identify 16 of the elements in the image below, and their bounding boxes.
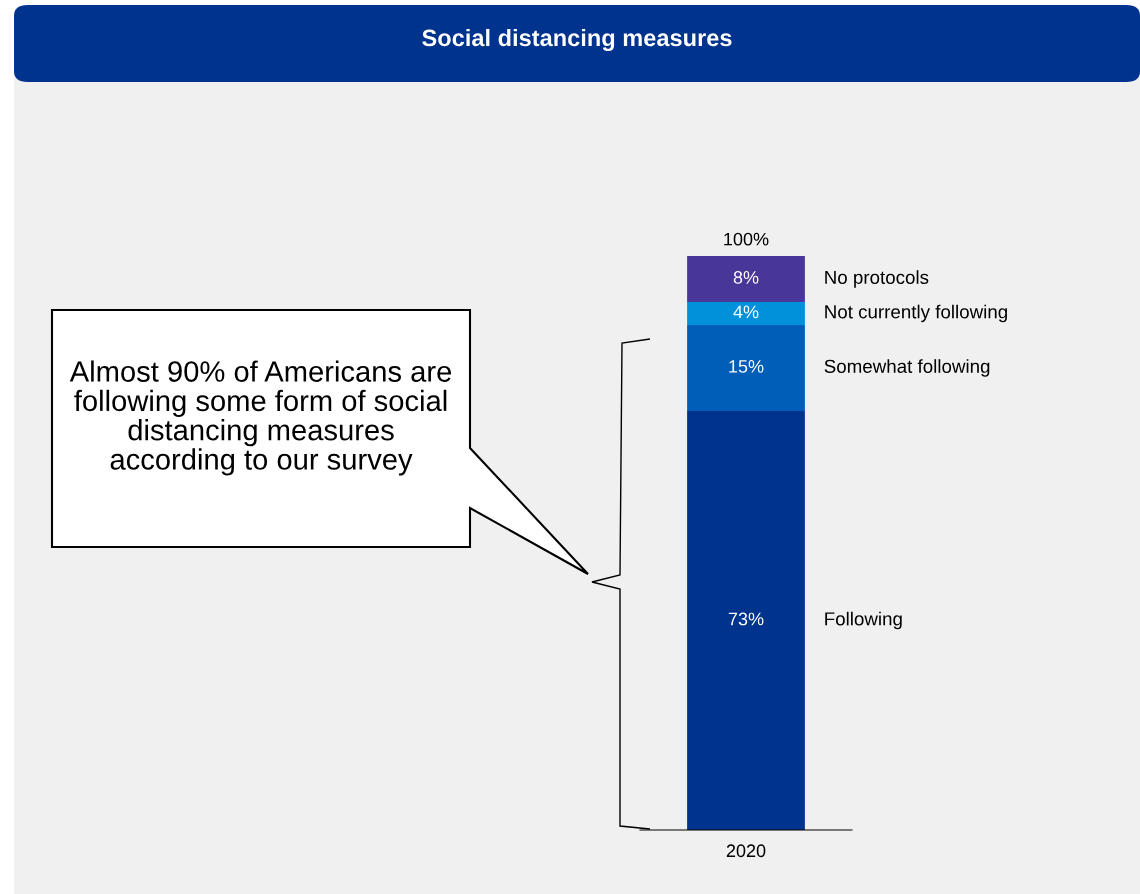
bar — [687, 410, 805, 830]
data-label: 15% — [729, 360, 764, 373]
series-label: Not currently following — [825, 304, 1007, 323]
series-label: No protocols — [825, 270, 929, 288]
series-label: Somewhat following — [824, 359, 990, 377]
bar — [687, 301, 805, 325]
chart-title: Social distancing measures — [422, 28, 732, 52]
x-tick-label: 2020 — [726, 844, 766, 858]
bar — [687, 256, 805, 302]
total-label: 100% — [724, 232, 769, 246]
data-label: 4% — [733, 305, 759, 319]
data-label: 8% — [733, 271, 759, 284]
bar — [687, 324, 805, 411]
text: Almost 90% of Americans are following some form of social distancing measures according to our survey — [69, 360, 451, 476]
series-label: Following — [825, 611, 902, 630]
data-label: 73% — [728, 612, 764, 626]
